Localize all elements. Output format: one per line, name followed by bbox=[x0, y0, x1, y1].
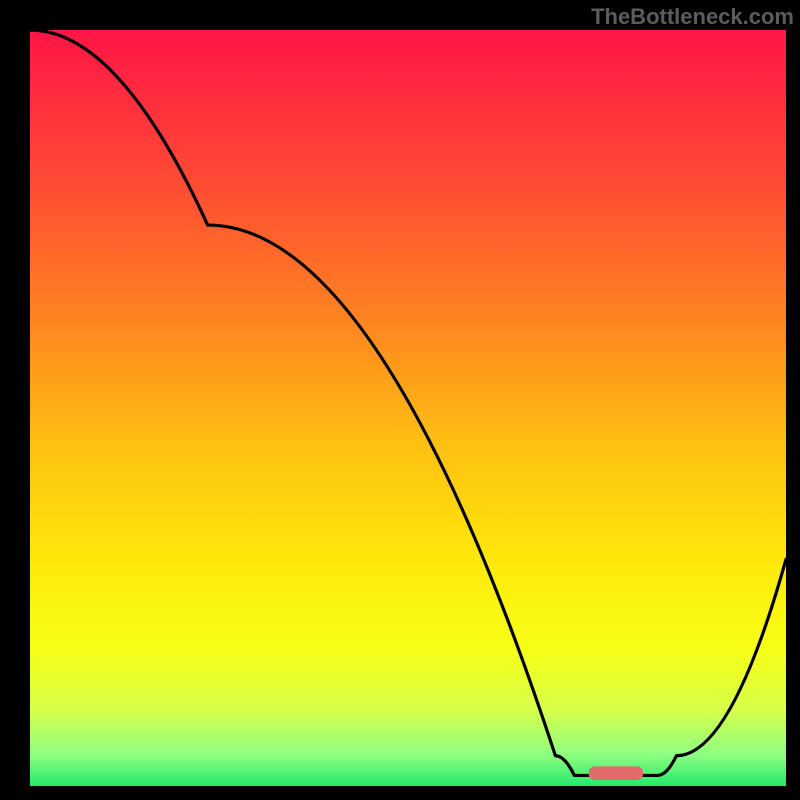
frame-right bbox=[786, 0, 800, 800]
frame-left bbox=[0, 0, 30, 800]
bottleneck-chart: TheBottleneck.com bbox=[0, 0, 800, 800]
optimal-zone-marker bbox=[589, 766, 643, 780]
frame-bottom bbox=[0, 786, 800, 800]
watermark-text: TheBottleneck.com bbox=[591, 0, 800, 30]
chart-canvas bbox=[0, 0, 800, 800]
gradient-plot-area bbox=[30, 30, 786, 786]
